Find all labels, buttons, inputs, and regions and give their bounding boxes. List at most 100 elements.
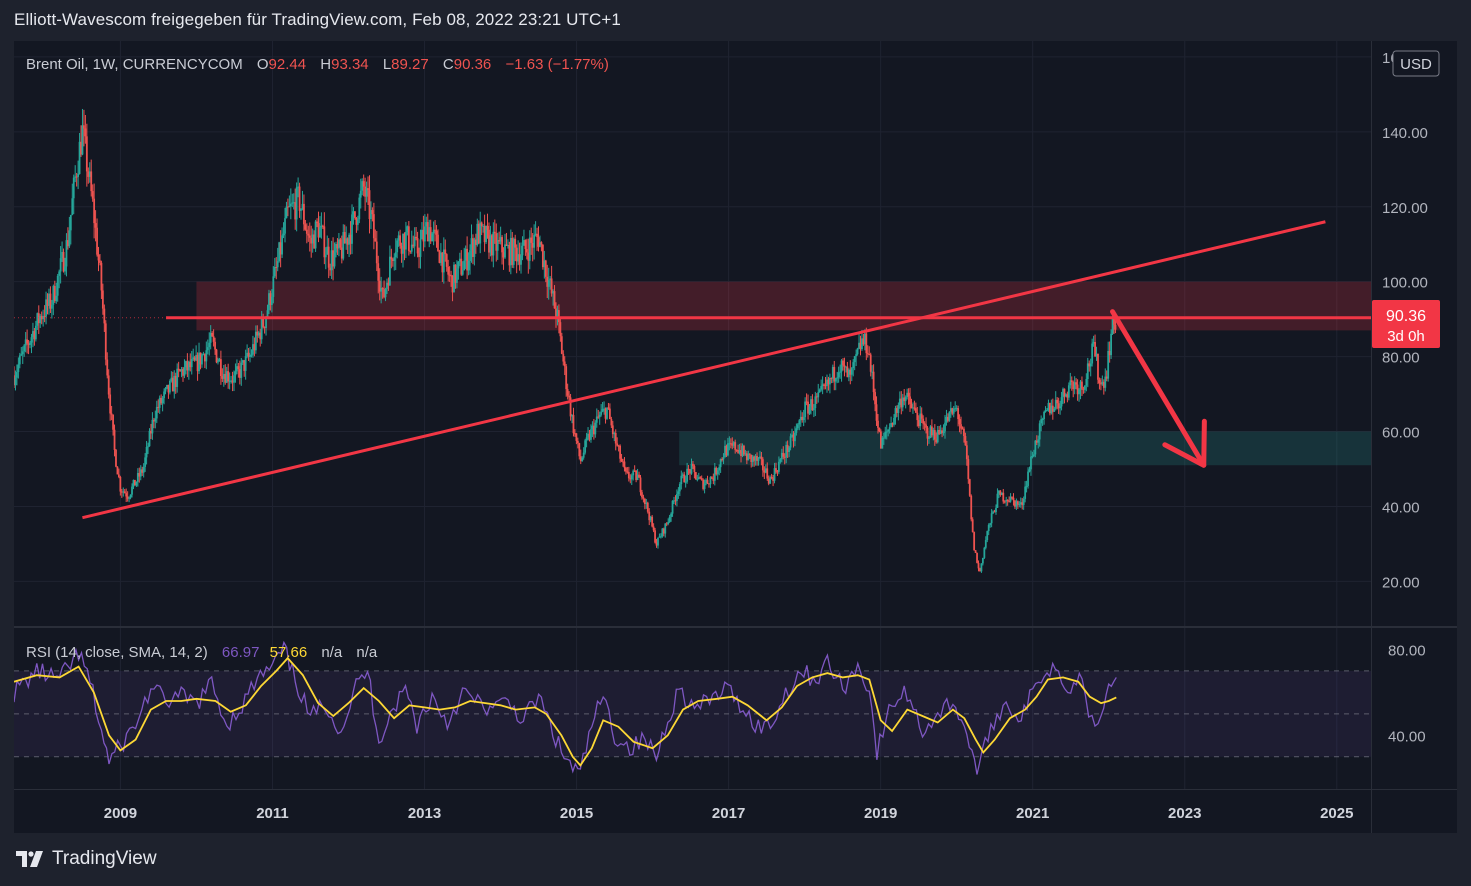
candle-body [775, 468, 777, 472]
candle-body [802, 417, 805, 421]
candle-body [1022, 498, 1025, 506]
rsi-legend-sma-value: 57.66 [270, 644, 308, 661]
candle-body [1072, 382, 1075, 390]
candle-body [402, 233, 404, 254]
candle-body [282, 233, 285, 236]
candle-body [1099, 383, 1102, 385]
candle-body [218, 359, 221, 362]
candle-body [805, 401, 808, 403]
candle-body [606, 407, 608, 419]
candle-body [810, 399, 812, 407]
candle-body [179, 369, 181, 372]
candle-body [592, 425, 595, 435]
candle-body [517, 254, 520, 262]
candle-body [185, 361, 187, 368]
candle-body [585, 437, 588, 441]
candle-body [145, 447, 148, 458]
candle-body [616, 443, 619, 446]
candle-body [30, 337, 33, 343]
candle-body [562, 353, 565, 362]
candle-body [142, 466, 145, 473]
candle-body [405, 231, 407, 250]
candle-body [252, 344, 254, 355]
candle-body [1062, 388, 1064, 398]
candle-body [888, 427, 891, 430]
candle-body [236, 366, 238, 372]
candle-body [1094, 341, 1096, 357]
candle-body [278, 242, 281, 262]
candle-body [437, 234, 439, 252]
candle-body [558, 310, 560, 323]
candle-body [1046, 410, 1048, 412]
candle-body [390, 256, 393, 260]
candle-body [847, 369, 850, 378]
grid-layer [14, 41, 1371, 789]
candle-body [85, 136, 88, 172]
currency-button[interactable]: USD [1392, 50, 1440, 77]
tradingview-brand[interactable]: TradingView [16, 848, 157, 870]
candle-body [508, 245, 511, 266]
rsi-axis-tick-label: 40.00 [1388, 728, 1426, 745]
candle-body [470, 238, 473, 251]
candle-body [560, 336, 563, 354]
candle-body [642, 497, 645, 499]
candle-body [464, 248, 467, 261]
chart-canvas[interactable]: 20.0040.0060.0080.00100.00120.00140.0016… [14, 41, 1457, 833]
rsi-legend-extra1: n/a [321, 644, 343, 661]
candle-body [651, 516, 654, 527]
candle-body [441, 252, 444, 273]
candle-body [249, 354, 251, 357]
candle-body [879, 431, 882, 449]
candle-body [639, 477, 642, 493]
candle-body [340, 247, 343, 259]
candle-body [23, 345, 26, 352]
candle-body [208, 342, 211, 348]
candle-body [52, 285, 55, 305]
candle-body [882, 437, 885, 439]
candle-body [741, 445, 744, 456]
candle-body [284, 218, 286, 234]
candle-body [968, 479, 971, 496]
candle-body [349, 234, 352, 244]
candle-body [501, 237, 503, 253]
candle-body [273, 267, 276, 277]
candle-body [853, 356, 856, 363]
candle-body [617, 445, 620, 447]
chart-frame[interactable]: 20.0040.0060.0080.00100.00120.00140.0016… [14, 41, 1457, 833]
candle-body [541, 244, 544, 268]
candle-body [99, 260, 101, 263]
candle-body [100, 262, 103, 291]
candle-body [620, 458, 623, 462]
candle-body [728, 443, 731, 445]
candle-body [1000, 492, 1003, 495]
candle-body [725, 445, 728, 456]
candle-body [374, 238, 377, 242]
candle-body [287, 206, 289, 208]
candle-body [712, 478, 715, 481]
legend-close-value: 90.36 [454, 56, 492, 73]
candle-body [947, 416, 949, 421]
candle-body [533, 235, 536, 248]
candle-body [536, 233, 538, 238]
candle-body [26, 339, 29, 344]
candle-body [476, 223, 479, 245]
candle-body [1088, 363, 1091, 367]
candle-body [865, 333, 868, 354]
candle-body [898, 398, 901, 405]
candle-body [445, 254, 448, 267]
rising-trend-line [82, 220, 1326, 520]
candle-body [190, 358, 193, 368]
candle-body [547, 280, 550, 287]
candle-body [845, 366, 847, 368]
candle-body [782, 452, 785, 457]
candle-body [923, 423, 926, 425]
candle-body [576, 440, 579, 444]
candle-body [504, 244, 506, 258]
candle-body [601, 408, 604, 412]
candle-body [158, 397, 161, 408]
currency-label[interactable]: USD [1400, 56, 1432, 73]
candle-body [852, 362, 855, 369]
candle-body [329, 267, 332, 271]
candle-body [50, 304, 53, 309]
candle-body [1091, 343, 1094, 364]
